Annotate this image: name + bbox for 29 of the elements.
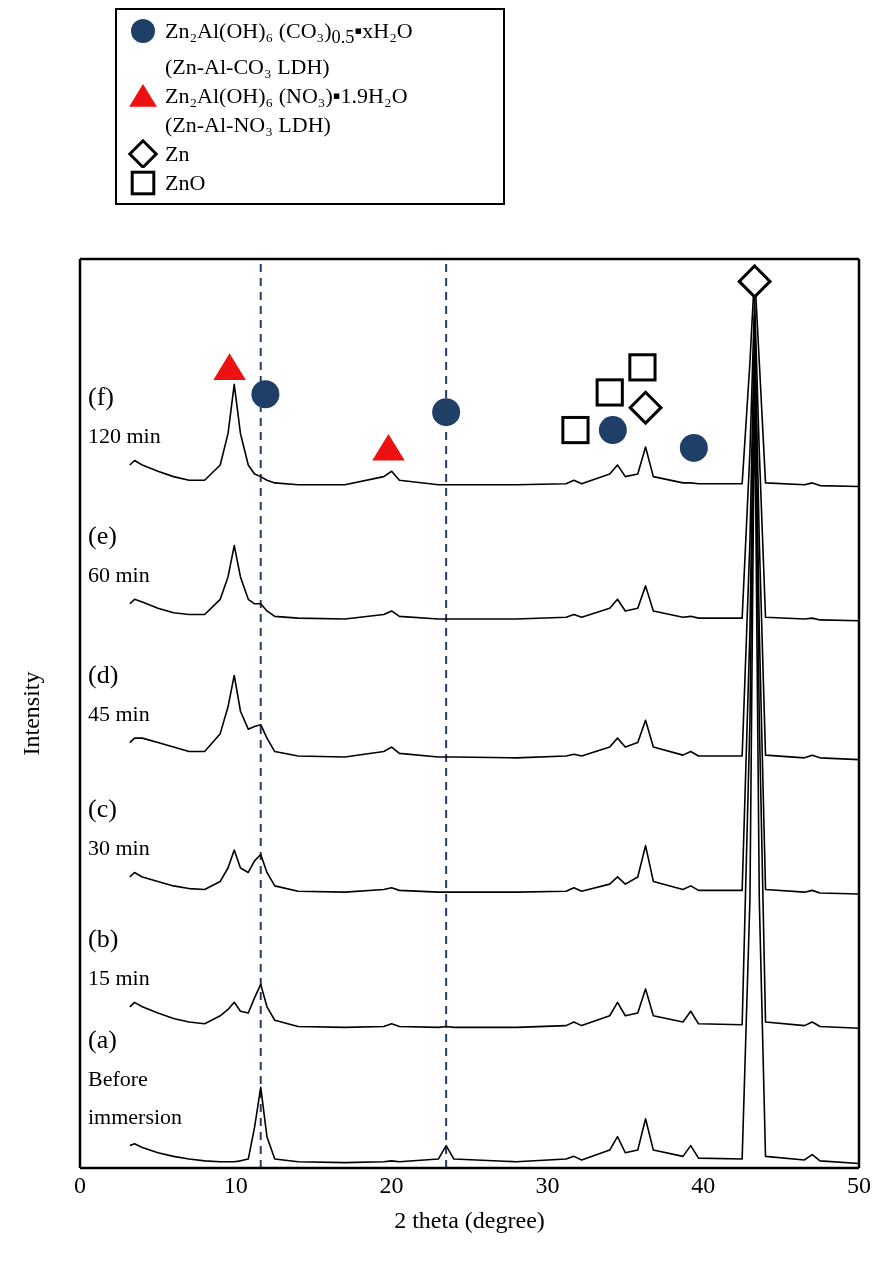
point	[737, 264, 772, 299]
legend-label: Zn	[165, 140, 190, 169]
point	[372, 433, 405, 461]
x-axis-title: 2 theta (degree)	[394, 1207, 545, 1233]
x-tick-label: 10	[223, 1172, 248, 1199]
point	[213, 353, 246, 380]
series-label: (a) Before immersion	[88, 1024, 183, 1129]
point	[598, 416, 627, 445]
x-tick-label: 40	[691, 1172, 716, 1199]
point	[628, 353, 657, 382]
series-label: (c) 30 min	[88, 793, 150, 860]
point	[628, 390, 663, 425]
point	[432, 398, 461, 427]
x-tick-label: 30	[535, 1172, 560, 1199]
point	[251, 380, 280, 409]
x-tick-label: 50	[847, 1172, 871, 1199]
series-label: (d) 45 min	[88, 659, 150, 726]
point	[679, 433, 708, 462]
y-axis-title: Intensity	[17, 671, 44, 756]
series-label: (f) 120 min	[88, 381, 161, 448]
text: Zn₂Al(OH)₆ (CO₃)$_{0.5}$▪xH₂O (Zn-Al-CO₃ LDH)	[165, 18, 413, 80]
x-tick-label: 0	[74, 1172, 86, 1199]
x-tick-label: 20	[379, 1172, 404, 1199]
legend-label: Zn₂Al(OH)₆ (NO₃)▪1.9H₂O (Zn-Al-NO₃ LDH)	[165, 82, 408, 140]
series-label: (e) 60 min	[88, 520, 150, 587]
point	[561, 415, 590, 445]
series-label: (b) 15 min	[88, 923, 150, 990]
legend-label: ZnO	[165, 169, 206, 198]
point	[595, 378, 624, 407]
